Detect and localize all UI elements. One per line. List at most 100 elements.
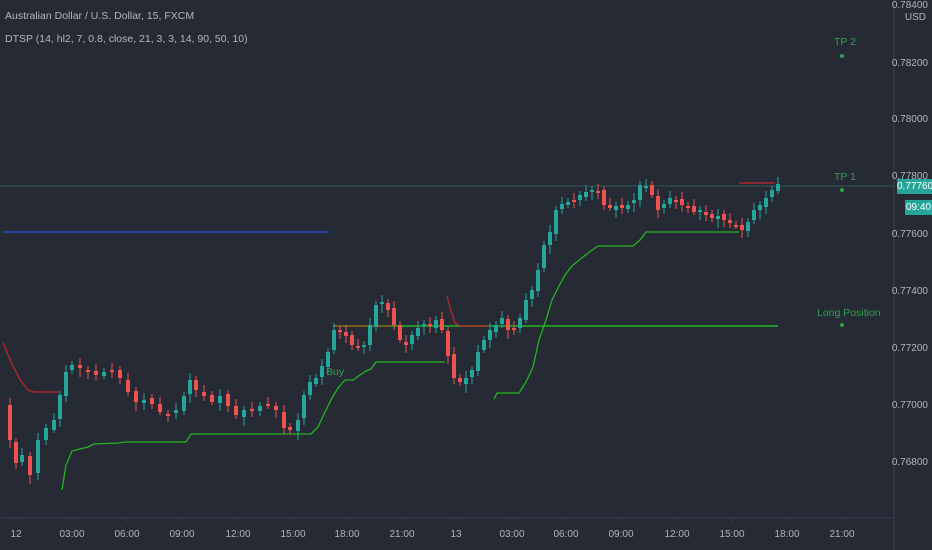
time-axis-label: 21:00 — [389, 529, 414, 540]
time-axis-label: 21:00 — [829, 529, 854, 540]
time-axis-label: 03:00 — [59, 529, 84, 540]
time-axis-label: 18:00 — [774, 529, 799, 540]
price-axis-label: 0.78400 — [892, 0, 929, 11]
time-axis-label: 03:00 — [499, 529, 524, 540]
candle-body — [142, 400, 146, 403]
candle-body — [174, 410, 178, 413]
candle-body — [692, 206, 696, 212]
candle-body — [536, 270, 540, 291]
candle-body — [464, 378, 468, 384]
candle-body — [86, 370, 90, 372]
candle-body — [126, 380, 130, 392]
candle-body — [740, 225, 744, 230]
candle-body — [542, 245, 546, 268]
current-price-tag: 0.77760 — [897, 179, 932, 194]
candle-body — [338, 330, 342, 332]
candle-body — [434, 320, 438, 328]
candle-body — [182, 396, 186, 411]
candle-body — [386, 303, 390, 310]
indicator-legend[interactable]: DTSP (14, hl2, 7, 0.8, close, 21, 3, 3, … — [5, 33, 248, 45]
candle-body — [158, 404, 162, 412]
candle-body — [250, 409, 254, 411]
time-axis-label: 15:00 — [280, 529, 305, 540]
candle-body — [452, 354, 456, 378]
candle-body — [94, 371, 98, 375]
candle-body — [52, 420, 56, 430]
candle-body — [584, 192, 588, 197]
candle-body — [674, 200, 678, 202]
symbol-title[interactable]: Australian Dollar / U.S. Dollar, 15, FXC… — [5, 10, 195, 22]
candle-body — [626, 205, 630, 209]
candle-body — [14, 442, 18, 463]
candle-body — [380, 302, 384, 304]
candle-body — [326, 352, 330, 367]
candle-body — [374, 305, 378, 327]
candle-body — [440, 319, 444, 330]
time-axis-label: 06:00 — [553, 529, 578, 540]
candle-body — [308, 382, 312, 395]
candle-body — [356, 346, 360, 348]
candle-body — [118, 370, 122, 378]
candle-body — [458, 378, 462, 382]
candle-body — [560, 204, 564, 209]
candle-body — [302, 395, 306, 418]
candle-body — [656, 196, 660, 210]
candle-body — [494, 325, 498, 332]
candle-body — [368, 325, 372, 345]
candle-body — [362, 345, 366, 347]
candle-body — [194, 380, 198, 390]
tp2-marker — [840, 54, 844, 58]
candle-body — [344, 332, 348, 336]
candle-body — [728, 220, 732, 223]
bar-countdown-tag: 09:40 — [905, 200, 932, 215]
tp1-label: TP 1 — [834, 171, 856, 183]
candle-body — [596, 191, 600, 193]
candle-body — [566, 202, 570, 205]
candle-body — [320, 366, 324, 377]
candle-body — [518, 318, 522, 328]
candle-body — [258, 406, 262, 411]
candle-body — [764, 198, 768, 207]
candle-body — [638, 185, 642, 200]
candle-body — [36, 440, 40, 473]
candle-body — [476, 352, 480, 371]
tp1-marker — [840, 188, 844, 192]
candle-body — [422, 324, 426, 326]
candle-body — [282, 412, 286, 428]
candle-body — [410, 335, 414, 344]
candle-body — [554, 210, 558, 234]
candle-body — [482, 340, 486, 350]
price-axis-label: 0.77200 — [892, 343, 929, 354]
trailing-stop-line — [61, 361, 445, 491]
price-axis-label: 0.78200 — [892, 58, 929, 69]
tp2-label: TP 2 — [834, 36, 856, 48]
candle-body — [698, 210, 702, 212]
candle-body — [398, 325, 402, 340]
candle-body — [506, 319, 510, 330]
candle-body — [134, 391, 138, 402]
candle-body — [332, 330, 336, 350]
short-stop-line — [446, 295, 490, 327]
candle-body — [602, 190, 606, 205]
time-axis-label: 15:00 — [719, 529, 744, 540]
candle-body — [110, 370, 114, 372]
candle-body — [428, 324, 432, 326]
candle-body — [488, 330, 492, 340]
candle-body — [314, 378, 318, 384]
candle-body — [614, 206, 618, 210]
candle-body — [44, 428, 48, 440]
candle-body — [242, 410, 246, 417]
candle-body — [710, 214, 714, 218]
price-axis-label: 0.78000 — [892, 114, 929, 125]
candle-body — [296, 420, 300, 431]
time-axis-label: 12 — [10, 529, 22, 540]
time-axis-label: 13 — [450, 529, 462, 540]
candle-body — [64, 372, 68, 396]
price-axis-label: 0.77800 — [892, 171, 929, 182]
candle-body — [102, 372, 106, 376]
candle-body — [734, 225, 738, 227]
short-stop-line — [2, 341, 58, 393]
time-axis-label: 09:00 — [608, 529, 633, 540]
candle-body — [608, 205, 612, 208]
